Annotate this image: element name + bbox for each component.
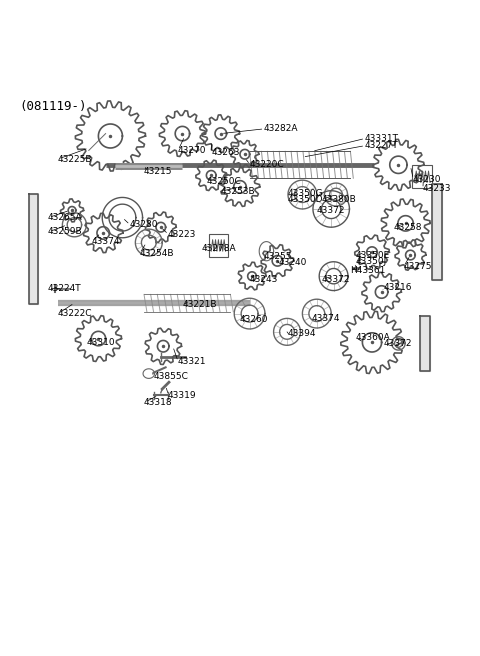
Text: 43282A: 43282A <box>264 124 299 133</box>
Text: 43275: 43275 <box>403 262 432 271</box>
Text: 43372: 43372 <box>322 275 350 283</box>
Text: 43258: 43258 <box>394 222 422 232</box>
Text: 43374: 43374 <box>312 314 340 323</box>
Text: 43321: 43321 <box>178 357 206 366</box>
Text: 43259B: 43259B <box>48 228 83 237</box>
Text: 43374: 43374 <box>91 237 120 246</box>
Text: 43360A: 43360A <box>355 333 390 342</box>
Text: 43280: 43280 <box>130 220 158 230</box>
Text: 43225B: 43225B <box>58 155 92 163</box>
Text: 43253B: 43253B <box>221 187 255 195</box>
Text: 43318: 43318 <box>144 398 173 407</box>
Text: 43250C: 43250C <box>206 177 241 186</box>
Text: 43227T: 43227T <box>365 141 398 150</box>
Text: 43372: 43372 <box>384 339 412 348</box>
Bar <box>412 165 432 188</box>
Text: 43254B: 43254B <box>139 249 174 258</box>
Text: 43263: 43263 <box>211 148 240 157</box>
Text: 43230: 43230 <box>413 174 441 184</box>
Text: 43350J: 43350J <box>355 257 386 266</box>
Text: 43310: 43310 <box>86 338 115 347</box>
Text: 43855C: 43855C <box>154 373 189 381</box>
Text: 43278A: 43278A <box>202 244 236 253</box>
Text: 43215: 43215 <box>144 167 172 176</box>
Text: 43270: 43270 <box>178 146 206 155</box>
Text: 43220C: 43220C <box>250 160 284 169</box>
Text: 43223: 43223 <box>168 230 196 239</box>
Text: 43331T: 43331T <box>365 134 399 143</box>
Text: 43350D: 43350D <box>288 195 324 204</box>
Text: 43221B: 43221B <box>182 300 217 310</box>
Text: H43361: H43361 <box>350 266 386 275</box>
Text: 43260: 43260 <box>240 315 268 324</box>
Text: 43233: 43233 <box>422 184 451 194</box>
Text: 43265A: 43265A <box>48 213 83 222</box>
Text: 43350G: 43350G <box>288 189 324 198</box>
Text: 43394: 43394 <box>288 329 316 338</box>
Text: 43350E: 43350E <box>355 251 389 260</box>
Text: (081119-): (081119-) <box>19 100 87 113</box>
Text: 43372: 43372 <box>317 206 345 215</box>
Text: 43216: 43216 <box>384 283 412 292</box>
Text: 43319: 43319 <box>168 391 197 400</box>
Text: 43222C: 43222C <box>58 309 92 318</box>
Text: 43380B: 43380B <box>322 195 356 204</box>
Bar <box>209 234 228 257</box>
Text: 43243: 43243 <box>250 275 278 283</box>
Text: 43255: 43255 <box>264 253 292 262</box>
Text: 43224T: 43224T <box>48 284 82 293</box>
Text: 43240: 43240 <box>278 258 307 267</box>
